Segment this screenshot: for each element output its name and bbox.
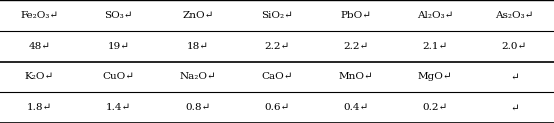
Text: 2.0↵: 2.0↵ (502, 42, 527, 51)
Text: ↵: ↵ (510, 72, 519, 81)
Text: 0.8↵: 0.8↵ (185, 103, 211, 112)
Text: 48↵: 48↵ (29, 42, 50, 51)
Text: 1.4↵: 1.4↵ (106, 103, 131, 112)
Text: As₂O₃↵: As₂O₃↵ (495, 11, 534, 20)
Text: 2.1↵: 2.1↵ (423, 42, 448, 51)
Text: Al₂O₃↵: Al₂O₃↵ (417, 11, 454, 20)
Text: Na₂O↵: Na₂O↵ (179, 72, 216, 81)
Text: CuO↵: CuO↵ (102, 72, 135, 81)
Text: PbO↵: PbO↵ (341, 11, 372, 20)
Text: SiO₂↵: SiO₂↵ (261, 11, 293, 20)
Text: 2.2↵: 2.2↵ (343, 42, 369, 51)
Text: MnO↵: MnO↵ (338, 72, 373, 81)
Text: 2.2↵: 2.2↵ (264, 42, 290, 51)
Text: 1.8↵: 1.8↵ (27, 103, 52, 112)
Text: 0.4↵: 0.4↵ (343, 103, 369, 112)
Text: CaO↵: CaO↵ (261, 72, 293, 81)
Text: 0.2↵: 0.2↵ (423, 103, 448, 112)
Text: K₂O↵: K₂O↵ (25, 72, 54, 81)
Text: 19↵: 19↵ (107, 42, 130, 51)
Text: Fe₂O₃↵: Fe₂O₃↵ (20, 11, 59, 20)
Text: ZnO↵: ZnO↵ (182, 11, 213, 20)
Text: SO₃↵: SO₃↵ (105, 11, 133, 20)
Text: 18↵: 18↵ (187, 42, 209, 51)
Text: MgO↵: MgO↵ (418, 72, 453, 81)
Text: 0.6↵: 0.6↵ (264, 103, 290, 112)
Text: ↵: ↵ (510, 103, 519, 112)
